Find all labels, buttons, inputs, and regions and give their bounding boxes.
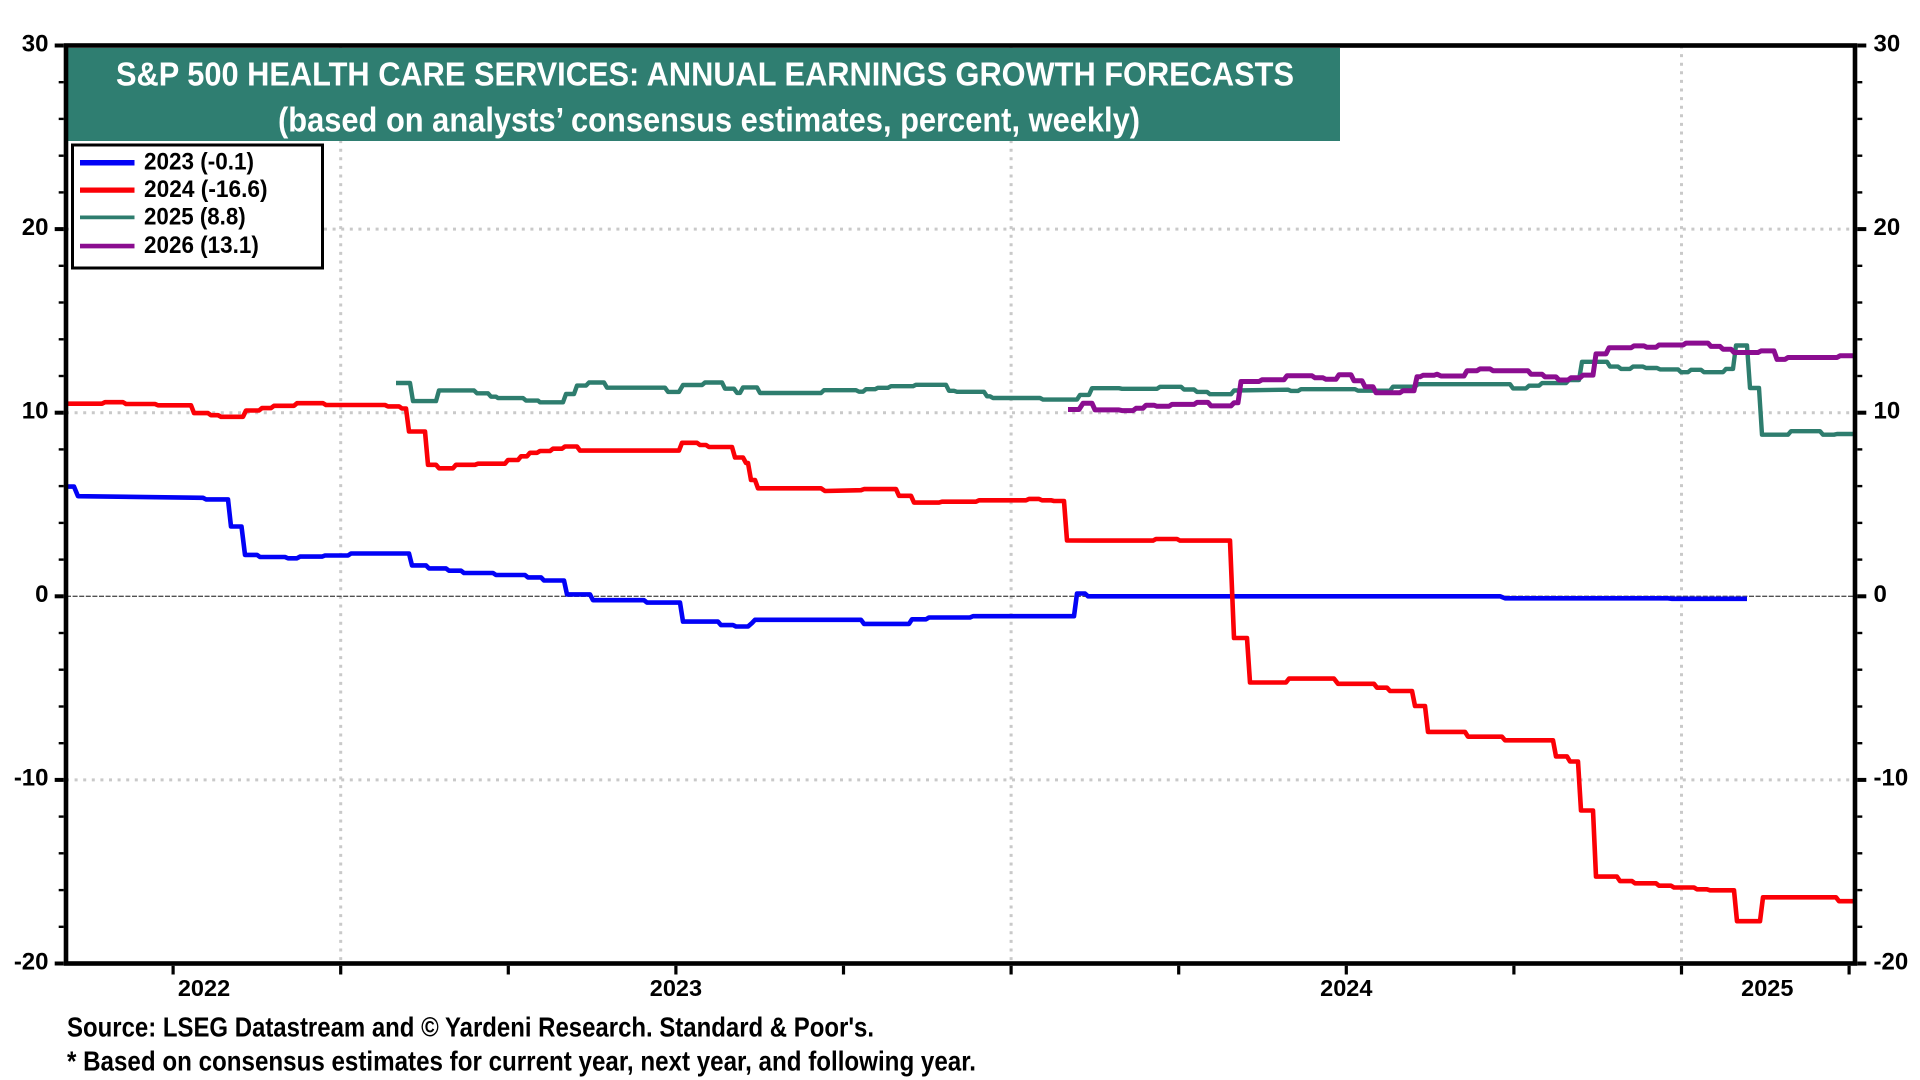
svg-text:2023: 2023 [650,975,702,1001]
svg-text:2022: 2022 [178,975,230,1001]
svg-text:20: 20 [1874,214,1901,241]
svg-text:(based on analysts’ consensus: (based on analysts’ consensus estimates,… [278,102,1140,140]
svg-text:* Based on consensus estimates: * Based on consensus estimates for curre… [67,1046,976,1077]
svg-text:2025 (8.8): 2025 (8.8) [144,203,246,230]
svg-text:2026 (13.1): 2026 (13.1) [144,232,259,259]
svg-text:0: 0 [1874,581,1887,608]
svg-text:2023 (-0.1): 2023 (-0.1) [144,149,254,176]
svg-text:2024: 2024 [1320,975,1372,1001]
svg-text:0: 0 [35,581,48,608]
svg-text:20: 20 [22,214,49,241]
svg-text:Source: LSEG Datastream and ©: Source: LSEG Datastream and © Yardeni Re… [67,1012,874,1043]
svg-text:30: 30 [1874,30,1901,57]
svg-text:2024 (-16.6): 2024 (-16.6) [144,176,268,203]
svg-text:-20: -20 [1874,948,1909,975]
svg-text:30: 30 [22,30,49,57]
svg-text:-10: -10 [14,765,49,792]
svg-text:-10: -10 [1874,765,1909,792]
svg-text:S&P 500 HEALTH CARE SERVICES:: S&P 500 HEALTH CARE SERVICES: ANNUAL EAR… [116,57,1294,94]
svg-text:2025: 2025 [1741,975,1793,1001]
svg-text:10: 10 [1874,398,1901,425]
svg-text:-20: -20 [14,948,49,975]
svg-text:10: 10 [22,398,49,425]
